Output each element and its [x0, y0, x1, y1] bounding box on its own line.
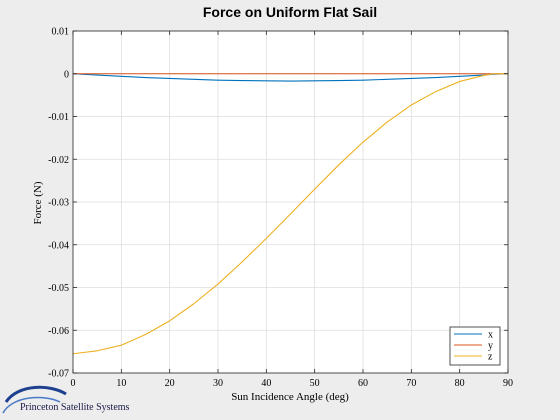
legend-label-x: x — [488, 330, 493, 341]
y-axis-label: Force (N) — [32, 181, 44, 224]
y-tick-label: -0.01 — [48, 112, 69, 123]
y-tick-label: -0.05 — [48, 283, 69, 294]
legend-label-y: y — [488, 341, 493, 352]
legend: xyz — [449, 326, 501, 366]
y-axis-ticks: 0.01 0 -0.01 -0.02 -0.03 -0.04 -0.05 -0.06 -0.07 — [48, 27, 508, 380]
logo-arc-icon — [2, 396, 61, 414]
x-tick-label: 20 — [165, 378, 175, 389]
legend-label-z: z — [488, 352, 493, 363]
logo-text: Princeton Satellite Systems — [20, 402, 130, 413]
y-tick-label: -0.03 — [48, 198, 69, 209]
x-tick-label: 30 — [213, 378, 223, 389]
logo-swoosh-icon — [4, 385, 67, 403]
y-tick-label: -0.07 — [48, 369, 69, 380]
series-line-x — [72, 73, 509, 82]
x-axis-ticks: 0 10 20 30 40 50 60 70 80 90 — [71, 31, 513, 389]
x-axis-label: Sun Incidence Angle (deg) — [231, 391, 349, 403]
y-tick-label: -0.06 — [48, 326, 69, 337]
x-tick-label: 60 — [358, 378, 368, 389]
logo: Princeton Satellite Systems — [2, 385, 130, 414]
x-tick-label: 50 — [310, 378, 320, 389]
legend-box — [449, 326, 501, 366]
x-tick-label: 90 — [503, 378, 513, 389]
y-tick-label: 0.01 — [52, 27, 70, 38]
series-layer — [72, 73, 509, 355]
x-tick-label: 70 — [406, 378, 416, 389]
y-tick-label: -0.02 — [48, 155, 69, 166]
series-line-z — [72, 73, 508, 355]
y-tick-label: 0 — [64, 69, 69, 80]
x-tick-label: 0 — [71, 378, 76, 389]
chart-title: Force on Uniform Flat Sail — [203, 4, 377, 20]
y-tick-label: -0.04 — [48, 240, 69, 251]
x-tick-label: 80 — [455, 378, 465, 389]
x-tick-label: 40 — [261, 378, 271, 389]
x-tick-label: 10 — [116, 378, 126, 389]
